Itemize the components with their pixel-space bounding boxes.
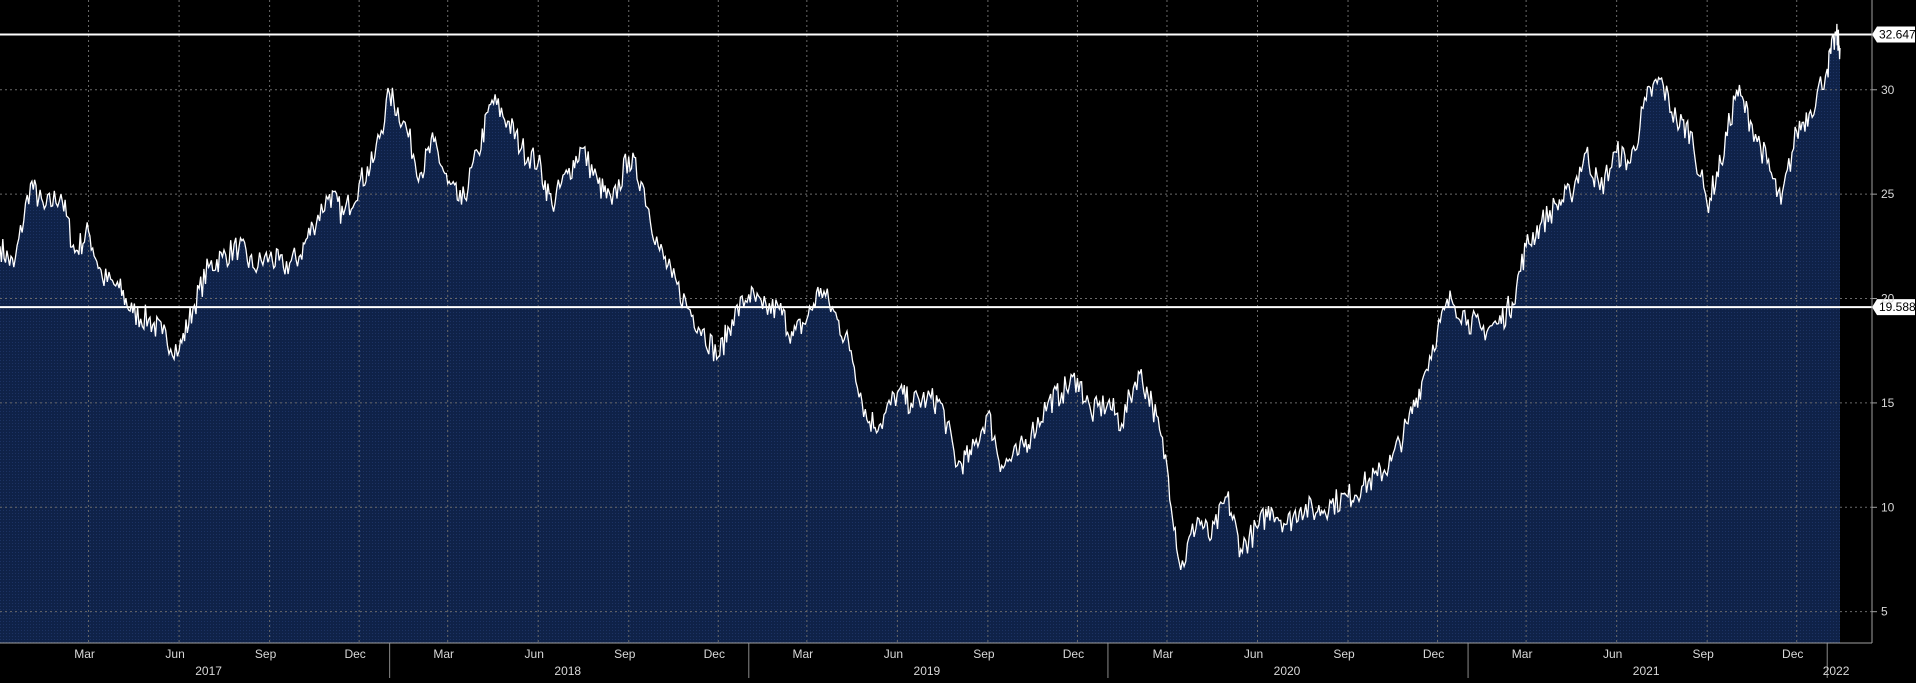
x-tick-label: Jun [1603, 647, 1622, 661]
x-tick-label: Mar [793, 647, 814, 661]
series-area [0, 23, 1840, 643]
x-tick-label: Mar [1153, 647, 1174, 661]
x-tick-label: Sep [255, 647, 277, 661]
x-tick-label: Mar [433, 647, 454, 661]
x-tick-label: Sep [1692, 647, 1714, 661]
x-year-label: 2021 [1633, 664, 1660, 678]
y-tick-label: 30 [1881, 83, 1895, 97]
x-year-label: 2020 [1274, 664, 1301, 678]
x-tick-label: Sep [973, 647, 995, 661]
series-line [0, 23, 1841, 571]
y-tick-label: 15 [1881, 396, 1895, 410]
x-tick-label: Jun [884, 647, 903, 661]
y-tick-label: 10 [1881, 500, 1895, 514]
x-tick-label: Jun [1244, 647, 1263, 661]
x-tick-label: Mar [74, 647, 95, 661]
y-tick-label: 5 [1881, 605, 1888, 619]
x-year-label: 2017 [195, 664, 222, 678]
x-tick-label: Sep [614, 647, 636, 661]
reference-value-tag [1872, 26, 1915, 43]
reference-value-label: 32.647 [1879, 28, 1916, 42]
x-tick-label: Dec [1063, 647, 1084, 661]
x-tick-label: Jun [525, 647, 544, 661]
x-year-label: 2019 [914, 664, 941, 678]
x-tick-label: Mar [1512, 647, 1533, 661]
x-tick-label: Dec [1423, 647, 1444, 661]
y-tick-label: 25 [1881, 187, 1895, 201]
x-year-label: 2022 [1823, 664, 1850, 678]
x-tick-label: Dec [704, 647, 725, 661]
reference-value-label: 19.588 [1879, 300, 1916, 314]
x-tick-label: Sep [1333, 647, 1355, 661]
x-tick-label: Jun [165, 647, 184, 661]
reference-value-tag [1872, 299, 1915, 316]
x-tick-label: Dec [1782, 647, 1803, 661]
x-year-label: 2018 [554, 664, 581, 678]
x-tick-label: Dec [344, 647, 365, 661]
y-tick-label: 20 [1881, 292, 1895, 306]
